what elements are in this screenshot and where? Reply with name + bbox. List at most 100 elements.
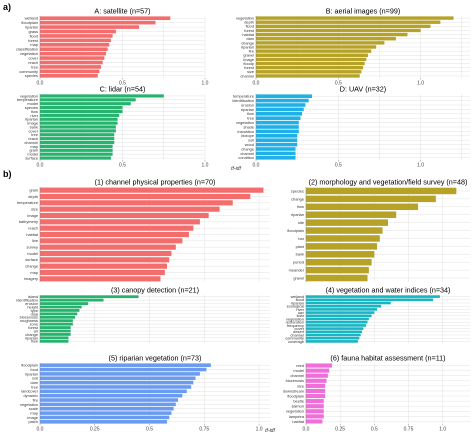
bar: [40, 393, 183, 398]
category-label: erosion: [241, 102, 254, 107]
x-tick-label: 0.5: [119, 163, 126, 169]
category-label: air: [34, 328, 39, 333]
bar: [306, 383, 326, 388]
category-label: wood: [245, 142, 254, 147]
bar: [40, 411, 172, 415]
category-label: line: [32, 238, 38, 243]
category-label: change: [241, 146, 254, 151]
category-label: cover: [28, 128, 38, 133]
category-label: riparian: [25, 24, 38, 29]
category-label: channel: [240, 73, 254, 78]
x-tick-label: 1.0: [417, 163, 424, 169]
bar: [306, 219, 388, 226]
bar: [40, 29, 116, 34]
bar: [256, 57, 367, 62]
bar: [306, 251, 375, 258]
bar: [306, 258, 372, 266]
bar: [306, 311, 375, 314]
category-label: map: [30, 411, 38, 416]
bar: [40, 298, 104, 302]
bar: [256, 16, 454, 20]
category-label: ecological: [287, 304, 304, 309]
category-label: dam: [246, 36, 254, 41]
category-label: site: [298, 220, 304, 225]
category-label: floodplain: [287, 228, 304, 233]
category-label: flood: [296, 297, 304, 302]
category-label: restoration: [286, 320, 304, 325]
category-label: map: [30, 270, 38, 275]
bar: [40, 219, 200, 225]
bar: [306, 295, 440, 298]
bar: [40, 269, 165, 276]
bar: [306, 227, 383, 234]
category-label: lampetra: [289, 414, 305, 419]
bar: [40, 117, 118, 121]
bar: [306, 330, 363, 334]
category-label: biotope: [241, 133, 254, 138]
category-label: riparian: [25, 335, 38, 340]
bar: [40, 326, 71, 329]
bar: [40, 187, 264, 193]
bar: [306, 298, 434, 302]
bar: [306, 393, 326, 399]
x-tick-label: 0.0: [303, 427, 310, 433]
category-label: bar: [298, 236, 304, 241]
section-a-label: a): [3, 2, 11, 12]
category-label: dual: [31, 311, 38, 316]
bar: [40, 389, 187, 394]
bar: [40, 16, 171, 21]
plot-area: [306, 363, 470, 424]
panel-3: C: lidar (n=54)vegetationtemperaturemode…: [17, 85, 209, 169]
bar: [40, 315, 76, 319]
bar: [256, 111, 303, 116]
x-tick-label: 0.0: [37, 81, 44, 87]
bar: [40, 144, 113, 149]
category-label: identification: [232, 98, 254, 103]
bar: [40, 137, 115, 141]
category-label: riparian: [241, 44, 254, 49]
bar: [40, 156, 111, 160]
x-tick-label: 0.5: [119, 81, 126, 87]
bar: [40, 319, 73, 323]
bar: [306, 368, 330, 373]
bar: [40, 312, 78, 316]
panel-title: D: UAV (n=32): [340, 85, 386, 94]
bar: [40, 42, 110, 47]
category-label: temperature: [233, 94, 254, 99]
category-label: image: [27, 213, 38, 218]
bar: [40, 363, 211, 367]
category-label: riparian: [241, 107, 254, 112]
category-label: reed: [296, 363, 304, 368]
panel-title: C: lidar (n=54): [100, 85, 146, 94]
bar: [40, 51, 106, 56]
panel-title: B: aerial images (n=99): [326, 7, 401, 16]
bar: [40, 25, 139, 29]
category-label: bathymetry: [19, 219, 38, 224]
category-label: island: [28, 294, 38, 299]
category-label: vegetation: [20, 402, 38, 407]
category-label: community: [19, 69, 38, 74]
bar: [40, 250, 172, 257]
bar: [40, 376, 196, 381]
category-label: meander: [289, 268, 305, 273]
bar: [256, 138, 298, 143]
category-label: fire: [249, 49, 254, 54]
bar: [40, 206, 220, 212]
category-label: forest: [28, 38, 39, 43]
x-tick-label: 1.0: [256, 427, 263, 433]
bar: [40, 73, 98, 78]
x-tick-label: 1.0: [202, 81, 209, 87]
category-label: model: [293, 368, 304, 373]
bar: [40, 98, 136, 102]
category-label: uav: [298, 310, 304, 315]
category-label: fire: [33, 397, 38, 402]
category-label: reach: [28, 226, 38, 231]
bar: [306, 388, 326, 394]
category-label: floodplain: [287, 393, 304, 398]
bar: [256, 61, 365, 66]
bar: [256, 107, 304, 112]
bar: [40, 69, 100, 74]
bar: [306, 243, 378, 250]
x-tick-label: 0.5: [371, 427, 378, 433]
